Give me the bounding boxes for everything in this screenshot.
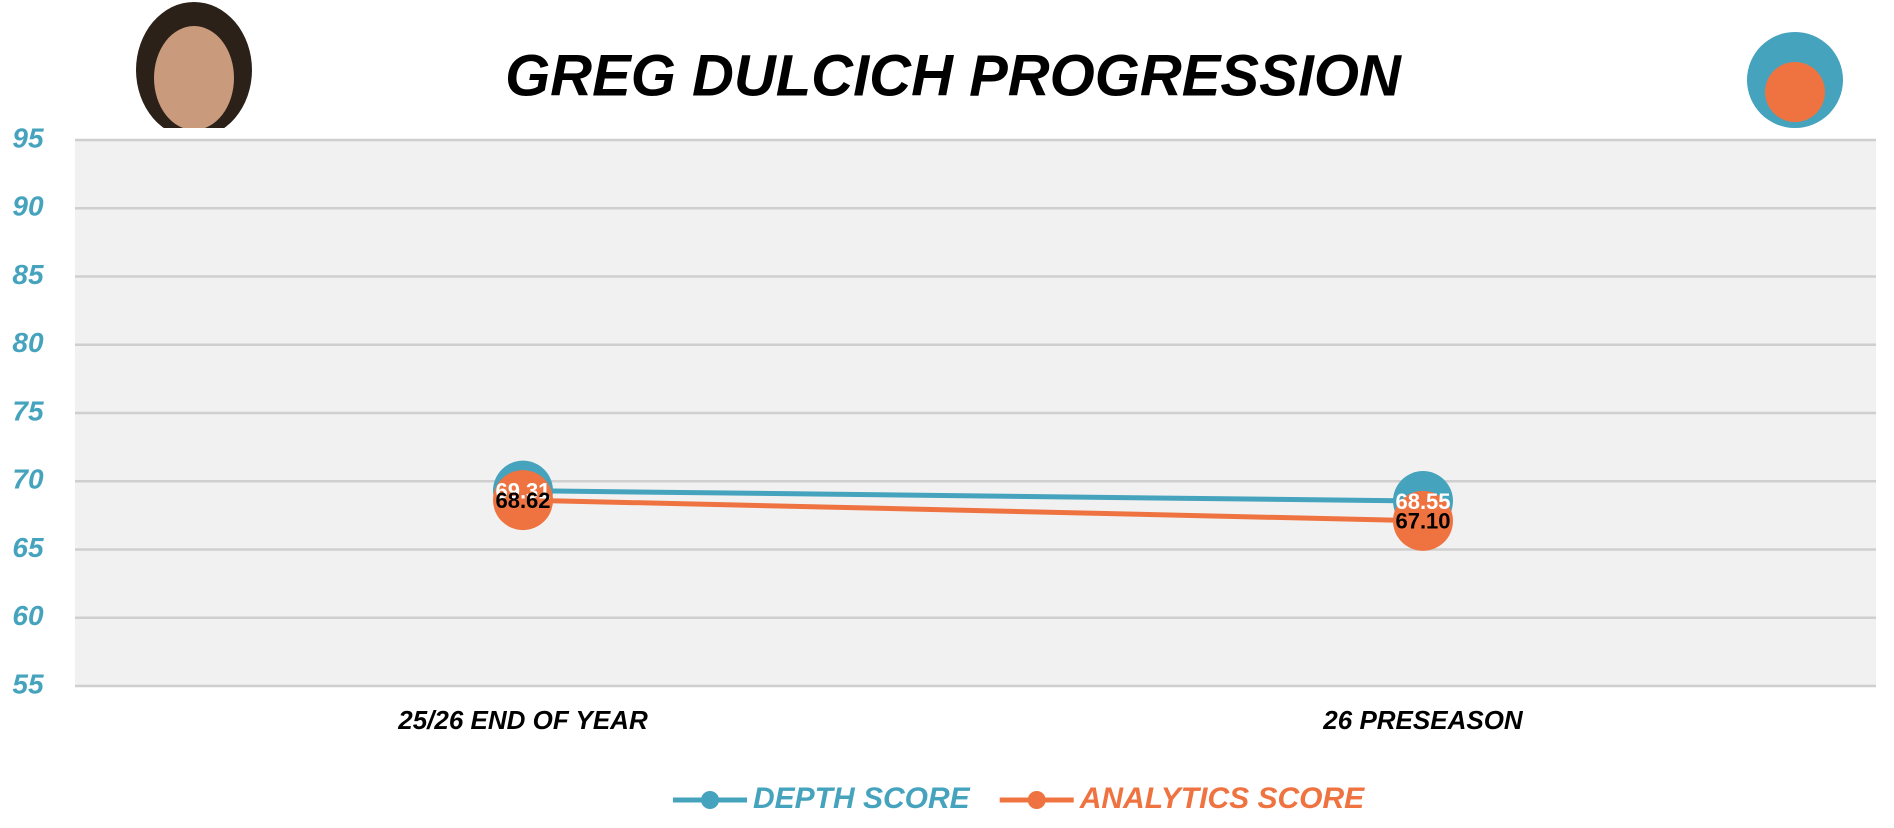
player-photo <box>120 2 270 140</box>
data-label: 68.62 <box>495 488 550 513</box>
series-line <box>522 497 1424 524</box>
data-label: 69.31 <box>495 478 550 503</box>
data-point <box>1393 490 1453 551</box>
series-line <box>522 488 1424 504</box>
y-tick-label: 80 <box>12 327 44 358</box>
data-label: 67.10 <box>1395 509 1450 534</box>
y-tick-label: 75 <box>12 395 44 426</box>
y-tick-label: 70 <box>12 464 44 495</box>
legend-marker <box>701 791 719 809</box>
y-tick-label: 65 <box>12 532 44 563</box>
y-tick-label: 60 <box>12 600 44 631</box>
team-logo <box>1747 32 1843 128</box>
data-label: 68.55 <box>1395 489 1450 514</box>
legend-label: DEPTH SCORE <box>753 782 971 815</box>
data-point <box>493 470 553 531</box>
y-tick-label: 55 <box>12 668 44 699</box>
legend: DEPTH SCORE ANALYTICS SCORE <box>673 782 1365 815</box>
x-tick-label: 26 PRESEASON <box>1322 705 1524 735</box>
legend-marker <box>1027 791 1046 809</box>
y-tick-label: 85 <box>12 259 44 290</box>
x-tick-label: 25/26 END OF YEAR <box>397 705 648 735</box>
chart-title: GREG DULCICH PROGRESSION <box>505 43 1402 108</box>
y-tick-label: 95 <box>12 122 44 153</box>
legend-label: ANALYTICS SCORE <box>1079 782 1365 815</box>
y-tick-label: 90 <box>12 191 44 222</box>
